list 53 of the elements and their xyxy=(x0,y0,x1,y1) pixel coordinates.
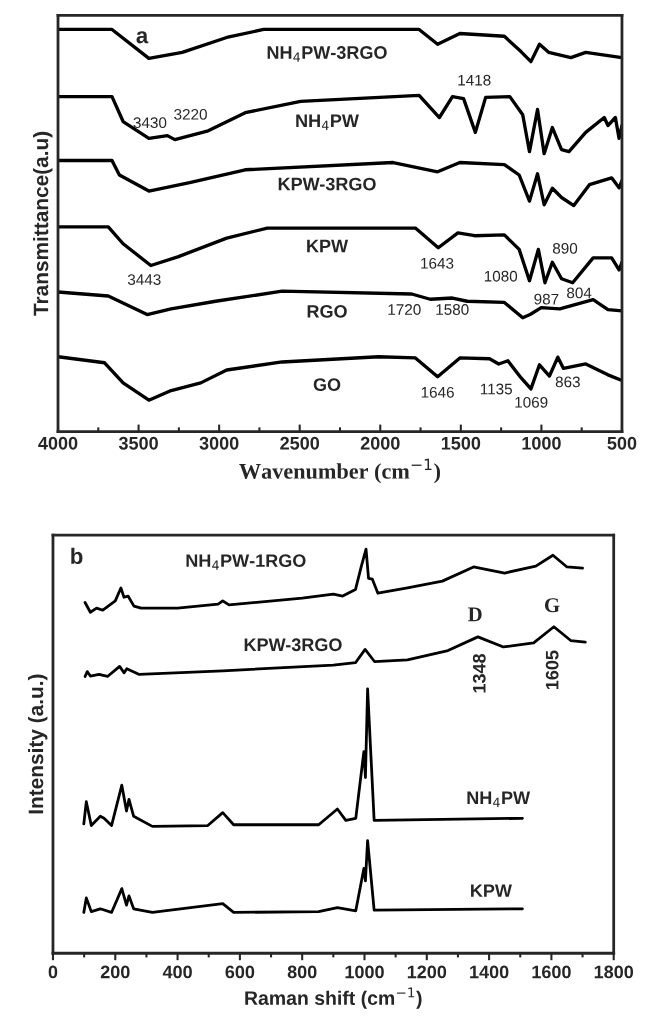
annotation: 1069 xyxy=(515,396,548,408)
annotation: 1605 xyxy=(545,650,559,690)
series-label: RGO xyxy=(307,304,347,318)
annotation: 1646 xyxy=(421,386,454,398)
series-label: NH$_{4}$PW-1RGO xyxy=(186,554,306,570)
x-tick-label: 600 xyxy=(225,965,255,979)
annotation: 3443 xyxy=(127,274,161,285)
series-label: KPW-3RGO xyxy=(244,638,342,652)
x-tick-label: 3000 xyxy=(199,436,239,450)
x-tick-label: 1600 xyxy=(532,965,571,979)
x-tick-label: 1200 xyxy=(407,965,447,979)
x-tick-label: 800 xyxy=(287,965,317,979)
annotation: 1080 xyxy=(484,270,518,282)
annotation: 890 xyxy=(552,242,578,254)
annotation: 1135 xyxy=(480,383,512,395)
x-tick-label: 1800 xyxy=(594,965,634,979)
annotation: D xyxy=(468,607,482,622)
x-axis-title: Raman shift (cm$^{−1}$) xyxy=(245,987,422,1009)
series-label: NH$_{4}$PW-3RGO xyxy=(267,46,387,62)
x-tick-label: 4000 xyxy=(38,436,78,450)
x-tick-label: 500 xyxy=(607,436,637,450)
annotation: 3430 xyxy=(133,117,167,129)
annotation: a xyxy=(136,31,149,44)
x-axis-title: Wavenumber (cm$^{−1}$) xyxy=(239,458,441,484)
annotation: 1720 xyxy=(388,304,421,315)
series-label: KPW xyxy=(471,884,512,897)
annotation: 804 xyxy=(567,287,592,299)
x-tick-label: 400 xyxy=(162,965,192,979)
x-tick-label: 200 xyxy=(100,965,130,979)
annotation: 863 xyxy=(555,376,580,388)
series-label: GO xyxy=(313,378,341,392)
x-tick-label: 1000 xyxy=(522,436,561,450)
annotation: G xyxy=(544,598,560,613)
annotation: 1348 xyxy=(472,653,486,693)
x-tick-label: 2500 xyxy=(280,436,320,450)
y-axis-title: Transmittance(a.u) xyxy=(33,131,53,316)
annotation: 1418 xyxy=(458,74,491,86)
annotation: 3220 xyxy=(174,108,207,120)
x-tick-label: 1500 xyxy=(441,436,481,450)
y-axis-title: Intensity (a.u.) xyxy=(28,674,48,814)
x-tick-label: 1400 xyxy=(470,965,509,979)
annotation: 1643 xyxy=(421,257,454,269)
annotation: b xyxy=(71,547,83,565)
x-tick-label: 1000 xyxy=(345,965,384,979)
annotation: 1580 xyxy=(436,304,469,315)
series-label: NH$_{4}$PW xyxy=(467,791,531,807)
series-label: KPW-3RGO xyxy=(278,177,376,191)
x-tick-label: 2000 xyxy=(360,436,400,450)
x-tick-label: 3500 xyxy=(118,436,158,450)
x-tick-label: 0 xyxy=(48,965,58,979)
annotation: 987 xyxy=(534,293,559,305)
series-label: KPW xyxy=(307,239,349,253)
series-label: NH$_{4}$PW xyxy=(296,114,359,130)
